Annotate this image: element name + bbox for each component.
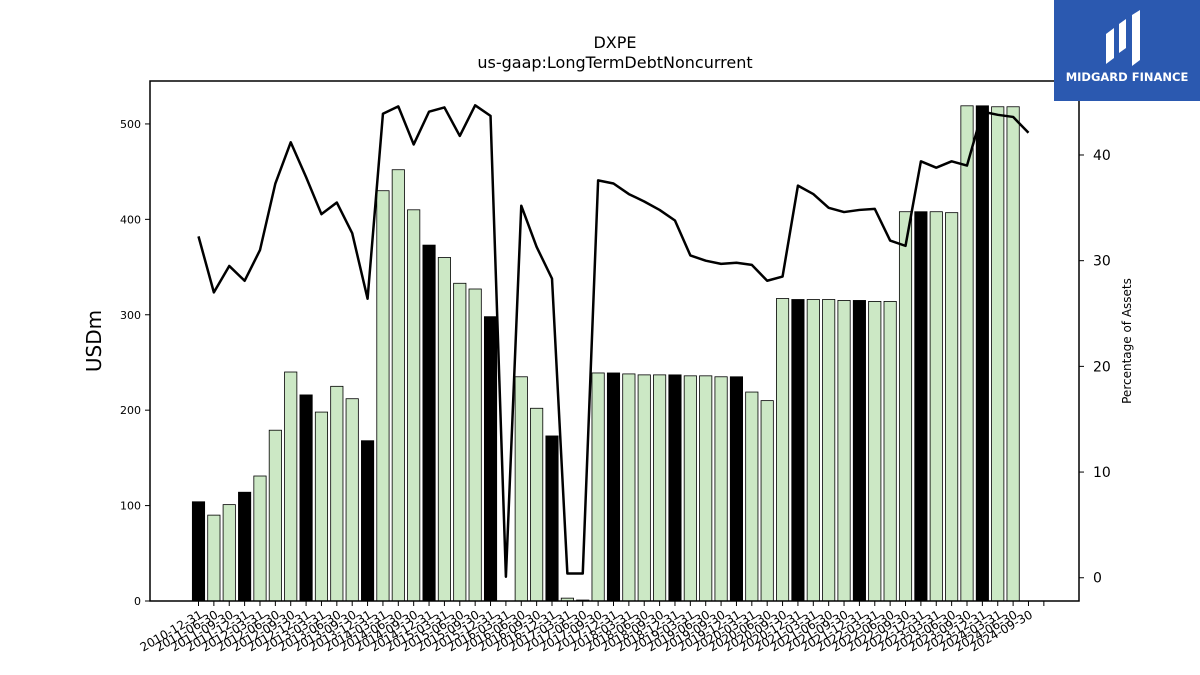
bar (991, 106, 1005, 602)
bar (975, 105, 989, 602)
bar (530, 407, 544, 602)
bar (268, 429, 282, 602)
percentage-line (197, 104, 1030, 578)
y-axis-label: USDm (82, 310, 106, 372)
bar (468, 288, 482, 602)
midgard-finance-logo: MIDGARD FINANCE (1054, 0, 1200, 101)
bar (868, 300, 882, 602)
bar (391, 169, 405, 602)
bar (668, 374, 682, 602)
bar (837, 300, 851, 602)
midgard-logo-icon (1106, 10, 1140, 66)
bar (776, 298, 790, 602)
bar (314, 411, 329, 602)
bar (622, 373, 636, 602)
bar (483, 316, 498, 602)
bar (253, 475, 267, 602)
bar (453, 282, 467, 602)
bar (376, 190, 390, 602)
bar (653, 374, 667, 602)
bar (238, 491, 252, 602)
bar (222, 504, 236, 602)
x-axis: 2010-12-312011-06-302011-09-302011-12-31… (138, 601, 1045, 654)
bar (191, 501, 206, 602)
bar (822, 299, 836, 602)
y2-tick-label: 30 (1093, 254, 1111, 270)
bar (345, 398, 359, 602)
bar (422, 244, 436, 602)
bar (883, 300, 897, 602)
bar (361, 440, 375, 602)
bar (929, 211, 943, 602)
y-tick-label: 500 (120, 118, 141, 131)
bar (729, 376, 743, 602)
y-tick-label: 300 (120, 309, 141, 322)
bar (330, 385, 344, 602)
y2-tick-label: 0 (1093, 571, 1102, 587)
y2-axis: 0 10 20 30 40 (1079, 148, 1111, 587)
bar (437, 257, 451, 602)
bar (960, 105, 974, 602)
bar (914, 211, 928, 602)
logo-text: MIDGARD FINANCE (1065, 70, 1189, 84)
chart-title: DXPE (593, 33, 636, 52)
bar (852, 300, 866, 602)
bar-series (191, 105, 1020, 602)
bar (699, 375, 713, 602)
bar (760, 400, 774, 602)
bar (284, 371, 298, 602)
bar (606, 372, 621, 602)
y-tick-label: 0 (134, 595, 141, 608)
bar (945, 212, 959, 602)
y2-tick-label: 40 (1093, 148, 1111, 164)
chart-subtitle: us-gaap:LongTermDebtNoncurrent (477, 53, 752, 72)
bar (207, 514, 221, 602)
bar (898, 211, 913, 602)
bar (591, 372, 605, 602)
bar (1006, 106, 1020, 602)
bar (806, 299, 820, 602)
bar (714, 376, 728, 602)
plot-frame (149, 80, 1080, 602)
y-tick-label: 100 (120, 500, 141, 513)
bar (514, 376, 528, 602)
bar (683, 375, 697, 602)
y2-axis-label: Percentage of Assets (1120, 278, 1134, 404)
bar (299, 394, 313, 602)
bar (407, 209, 421, 602)
bar (637, 374, 651, 602)
y-axis: 0 100 200 300 400 500 (120, 118, 150, 608)
y2-tick-label: 20 (1093, 359, 1111, 375)
bar (745, 391, 759, 602)
y-tick-label: 200 (120, 404, 141, 417)
y2-tick-label: 10 (1093, 465, 1111, 481)
bar (545, 435, 559, 602)
bar (791, 299, 805, 602)
y-tick-label: 400 (120, 213, 141, 226)
